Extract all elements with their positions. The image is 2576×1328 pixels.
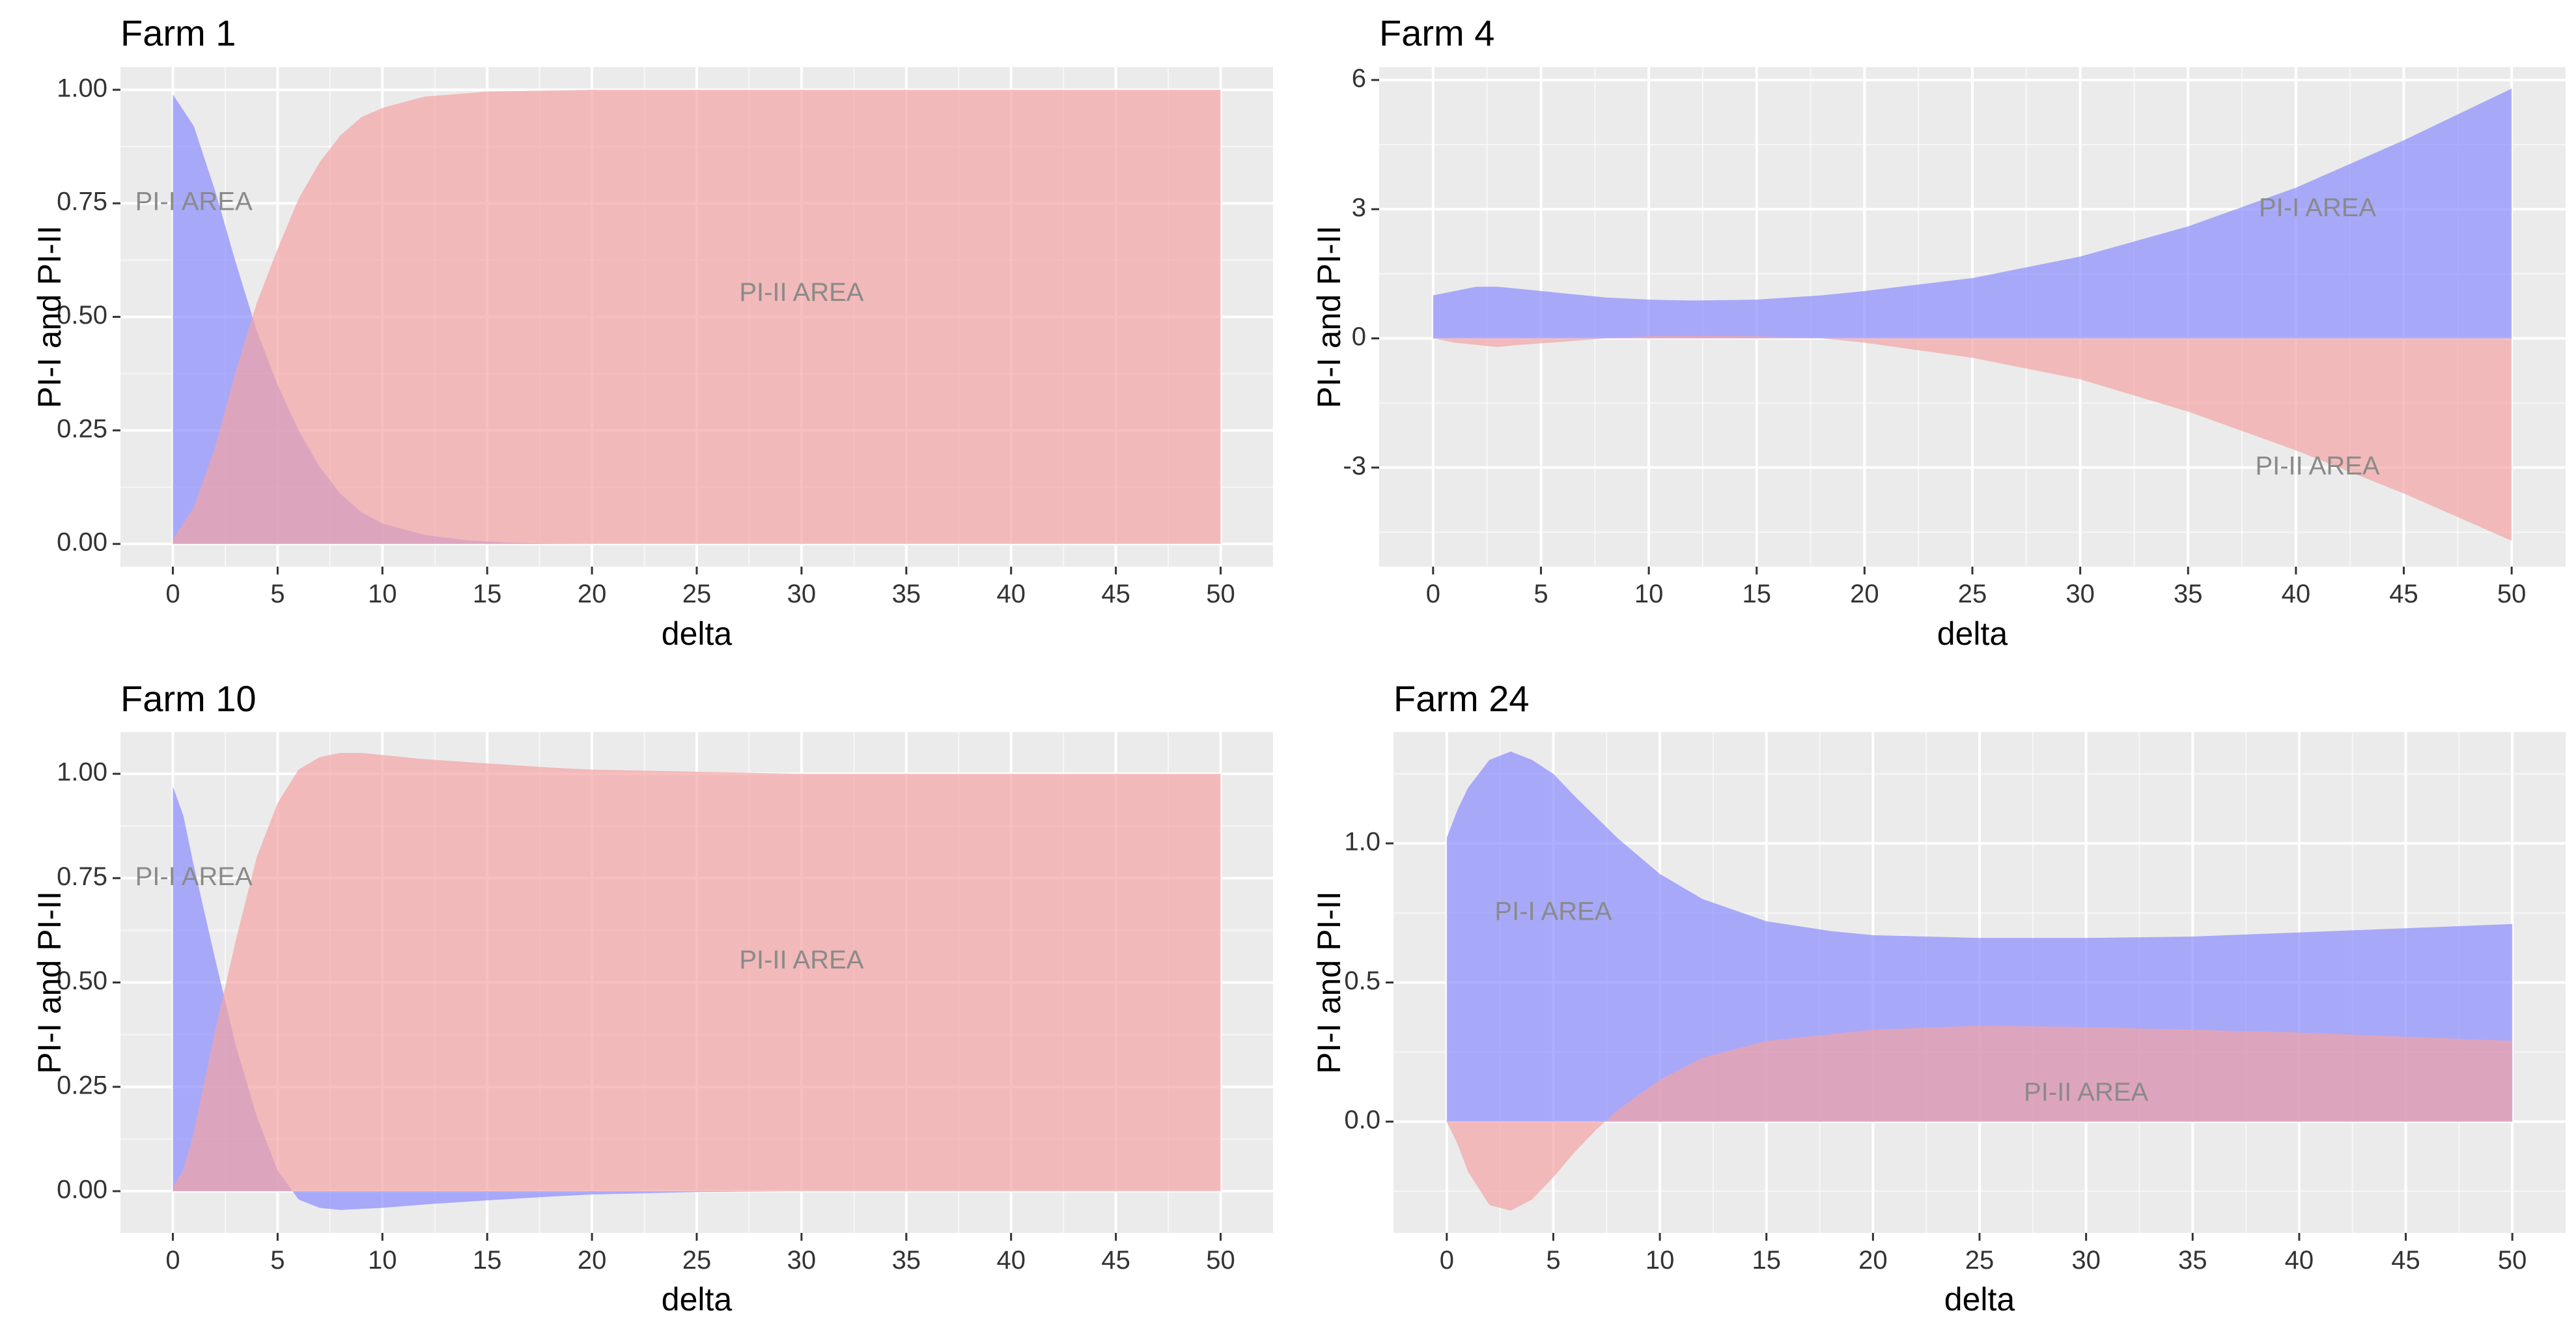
x-tick-label: 30	[787, 1246, 817, 1275]
y-tick-label: 0.0	[1344, 1106, 1380, 1135]
y-tick-label: 3	[1352, 193, 1366, 222]
x-tick-label: 25	[682, 580, 712, 608]
x-tick-label: 40	[996, 1246, 1026, 1275]
panel-farm1: PI-I AREA PI-II AREA 0 5 10 15 20 25 30 35 40 45 50 0…	[31, 12, 1273, 652]
x-tick-label: 0	[1440, 1246, 1454, 1275]
x-tick-label: 10	[368, 1246, 397, 1275]
y-tick-label: 0.00	[57, 528, 107, 557]
annotation-label: PI-II AREA	[739, 946, 863, 974]
x-tick-label: 15	[1752, 1246, 1781, 1275]
x-tick-label: 35	[892, 580, 921, 608]
panel-farm24: PI-I AREA PI-II AREA 0 5 10 15 20 25 30 35 40 45 50 0…	[1311, 678, 2566, 1318]
x-tick-label: 40	[996, 580, 1026, 608]
x-axis-title: delta	[662, 615, 733, 652]
x-tick-label: 5	[270, 580, 285, 608]
x-tick-label: 10	[368, 580, 397, 608]
annotation-label: PI-I AREA	[2259, 193, 2376, 222]
annotation-label: PI-I AREA	[135, 862, 253, 891]
x-tick-label: 50	[1206, 1246, 1235, 1275]
annotation-label: PI-I AREA	[1494, 897, 1612, 925]
chart-title: Farm 24	[1393, 678, 1530, 719]
y-axis-title: PI-I and PI-II	[31, 891, 68, 1074]
x-axis-title: delta	[662, 1281, 733, 1318]
x-tick-label: 25	[1965, 1246, 1995, 1275]
x-tick-label: 15	[473, 580, 502, 608]
x-tick-label: 5	[1546, 1246, 1560, 1275]
x-tick-label: 0	[165, 1246, 180, 1275]
x-axis-title: delta	[1944, 1281, 2015, 1318]
area-series-pi-i	[1446, 751, 2513, 1122]
y-axis-title: PI-I and PI-II	[1311, 225, 1347, 408]
x-tick-label: 45	[2389, 580, 2418, 608]
x-tick-label: 0	[1426, 580, 1440, 608]
x-tick-label: 50	[2498, 1246, 2527, 1275]
panel-farm10: PI-I AREA PI-II AREA 0 5 10 15 20 25 30 35 40 45 50 0…	[31, 678, 1273, 1318]
x-tick-label: 20	[578, 580, 607, 608]
x-axis-title: delta	[1937, 615, 2008, 652]
y-tick-label: 6	[1352, 64, 1366, 92]
area-series-pi-i	[1433, 89, 2512, 339]
y-tick-label: 1.00	[57, 758, 107, 787]
x-tick-label: 45	[1101, 580, 1130, 608]
y-tick-label: 0.75	[57, 188, 107, 216]
x-tick-label: 45	[1101, 1246, 1130, 1275]
y-tick-label: 1.00	[57, 74, 107, 102]
x-tick-label: 20	[1858, 1246, 1888, 1275]
y-tick-label: 0.5	[1344, 967, 1380, 995]
y-tick-label: -3	[1343, 451, 1366, 480]
x-tick-label: 40	[2282, 580, 2311, 608]
area-series-pi-ii	[1433, 335, 2512, 541]
x-tick-label: 20	[578, 1246, 607, 1275]
y-tick-label: 1.0	[1344, 827, 1380, 856]
area-series-pi-ii	[173, 753, 1221, 1191]
y-axis-title: PI-I and PI-II	[1311, 891, 1347, 1074]
annotation-label: PI-II AREA	[2255, 451, 2379, 480]
x-tick-label: 30	[2065, 580, 2095, 608]
chart-title: Farm 1	[120, 12, 236, 53]
chart-title: Farm 4	[1379, 12, 1494, 53]
x-tick-label: 20	[1850, 580, 1879, 608]
y-tick-label: 0.50	[57, 967, 107, 995]
x-tick-label: 10	[1634, 580, 1664, 608]
annotation-label: PI-II AREA	[739, 278, 863, 307]
y-tick-label: 0.00	[57, 1175, 107, 1204]
x-tick-label: 5	[270, 1246, 285, 1275]
x-tick-label: 0	[165, 580, 180, 608]
y-tick-label: 0.25	[57, 1071, 107, 1099]
x-tick-label: 25	[682, 1246, 712, 1275]
annotation-label: PI-II AREA	[2024, 1078, 2148, 1107]
x-tick-label: 30	[2071, 1246, 2101, 1275]
area-series-pi-ii	[1446, 1025, 2513, 1211]
chart-title: Farm 10	[120, 678, 257, 719]
x-tick-label: 15	[1742, 580, 1771, 608]
x-tick-label: 35	[2178, 1246, 2207, 1275]
x-tick-label: 30	[787, 580, 817, 608]
x-tick-label: 35	[892, 1246, 921, 1275]
y-axis-title: PI-I and PI-II	[31, 225, 68, 408]
x-tick-label: 15	[473, 1246, 502, 1275]
x-tick-label: 50	[2497, 580, 2527, 608]
y-tick-label: 0.50	[57, 301, 107, 330]
area-series-pi-ii	[173, 89, 1221, 544]
x-tick-label: 35	[2174, 580, 2203, 608]
x-tick-label: 5	[1533, 580, 1548, 608]
x-tick-label: 45	[2391, 1246, 2420, 1275]
x-tick-label: 10	[1645, 1246, 1675, 1275]
x-tick-label: 25	[1958, 580, 1987, 608]
y-tick-label: 0.75	[57, 862, 107, 891]
x-tick-label: 40	[2285, 1246, 2314, 1275]
annotation-label: PI-I AREA	[135, 188, 253, 216]
x-tick-label: 50	[1206, 580, 1235, 608]
y-tick-label: 0.25	[57, 414, 107, 443]
y-tick-label: 0	[1352, 322, 1366, 351]
